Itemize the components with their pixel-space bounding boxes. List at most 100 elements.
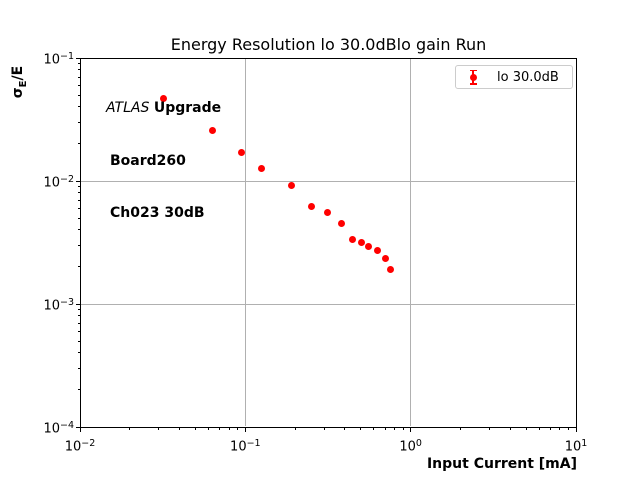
annotation-experiment: ATLAS <box>106 100 150 116</box>
y-minor-tick <box>78 63 80 65</box>
x-major-tick <box>79 428 81 432</box>
x-major-tick <box>575 428 577 432</box>
y-minor-tick <box>78 207 80 209</box>
y-minor-tick <box>78 315 80 317</box>
legend-box: lo 30.0dB <box>455 65 573 89</box>
x-minor-tick <box>525 428 527 430</box>
y-minor-tick <box>78 367 80 369</box>
y-minor-tick <box>78 199 80 201</box>
data-point <box>258 165 266 173</box>
x-minor-tick <box>237 428 239 430</box>
x-gridline <box>244 59 246 426</box>
x-minor-tick <box>294 428 296 430</box>
x-minor-tick <box>179 428 181 430</box>
plot-frame-left <box>80 58 81 428</box>
y-minor-tick <box>78 217 80 219</box>
x-minor-tick <box>344 428 346 430</box>
data-point <box>349 235 357 243</box>
y-minor-tick <box>78 266 80 268</box>
y-minor-tick <box>78 106 80 108</box>
x-minor-tick <box>360 428 362 430</box>
y-tick-label: 10−2 <box>43 174 74 191</box>
y-minor-tick <box>78 192 80 194</box>
x-minor-tick <box>559 428 561 430</box>
data-point <box>373 247 381 255</box>
x-minor-tick <box>129 428 131 430</box>
y-major-tick <box>76 57 80 59</box>
x-minor-tick <box>228 428 230 430</box>
x-minor-tick <box>538 428 540 430</box>
y-major-tick <box>76 180 80 182</box>
x-minor-tick <box>489 428 491 430</box>
data-point <box>208 127 216 135</box>
y-minor-tick <box>78 186 80 188</box>
x-axis-label: Input Current [mA] <box>426 456 577 472</box>
x-minor-tick <box>158 428 160 430</box>
y-minor-tick <box>78 84 80 86</box>
chart-title: Energy Resolution lo 30.0dBlo gain Run <box>170 35 487 54</box>
x-minor-tick <box>373 428 375 430</box>
y-minor-tick <box>78 94 80 96</box>
x-tick-label: 10−1 <box>230 438 261 455</box>
x-minor-tick <box>384 428 386 430</box>
x-minor-tick <box>549 428 551 430</box>
x-gridline <box>410 59 412 426</box>
x-minor-tick <box>323 428 325 430</box>
x-minor-tick <box>219 428 221 430</box>
data-point <box>337 220 345 228</box>
y-minor-tick <box>78 389 80 391</box>
annotation-block: ATLAS Upgrade Board260 Ch023 30dB <box>106 65 221 258</box>
data-point <box>160 95 168 103</box>
x-minor-tick <box>208 428 210 430</box>
x-minor-tick <box>195 428 197 430</box>
y-tick-label: 10−4 <box>43 420 74 437</box>
x-minor-tick <box>402 428 404 430</box>
data-point <box>323 209 331 217</box>
x-minor-tick <box>567 428 569 430</box>
y-major-tick <box>76 426 80 428</box>
y-minor-tick <box>78 340 80 342</box>
y-axis-label: σE/E <box>10 65 29 99</box>
annotation-line-1: ATLAS Upgrade <box>106 100 221 118</box>
y-minor-tick <box>78 309 80 311</box>
y-major-tick <box>76 303 80 305</box>
data-point <box>287 181 295 189</box>
y-minor-tick <box>78 69 80 71</box>
x-minor-tick <box>459 428 461 430</box>
y-gridline <box>81 180 575 182</box>
legend-errorbar-icon <box>469 69 477 85</box>
x-tick-label: 10−2 <box>64 438 96 455</box>
x-tick-label: 100 <box>399 438 422 455</box>
y-minor-tick <box>78 76 80 78</box>
y-tick-label: 10−3 <box>43 297 74 314</box>
y-minor-tick <box>78 244 80 246</box>
data-point <box>381 255 389 263</box>
y-tick-label: 10−1 <box>43 51 74 68</box>
y-minor-tick <box>78 121 80 123</box>
annotation-upgrade: Upgrade <box>153 100 222 116</box>
plot-area: ATLAS Upgrade Board260 Ch023 30dB lo 30.… <box>76 57 577 432</box>
x-minor-tick <box>509 428 511 430</box>
y-minor-tick <box>78 143 80 145</box>
x-minor-tick <box>394 428 396 430</box>
y-minor-tick <box>78 330 80 332</box>
data-point <box>238 149 246 157</box>
data-point <box>307 203 315 211</box>
annotation-line-3: Ch023 30dB <box>110 205 205 221</box>
y-minor-tick <box>78 322 80 324</box>
x-major-tick <box>410 428 412 432</box>
data-point <box>386 265 394 273</box>
plot-frame-bottom <box>80 427 577 428</box>
x-major-tick <box>244 428 246 432</box>
y-minor-tick <box>78 352 80 354</box>
plot-frame-top <box>80 58 577 59</box>
data-point <box>357 239 365 247</box>
x-tick-label: 101 <box>564 438 588 455</box>
data-point <box>364 242 372 250</box>
plot-frame-right <box>576 58 577 428</box>
y-minor-tick <box>78 229 80 231</box>
legend-label: lo 30.0dB <box>497 69 559 85</box>
y-gridline <box>81 303 575 305</box>
annotation-line-2: Board260 <box>110 152 186 169</box>
